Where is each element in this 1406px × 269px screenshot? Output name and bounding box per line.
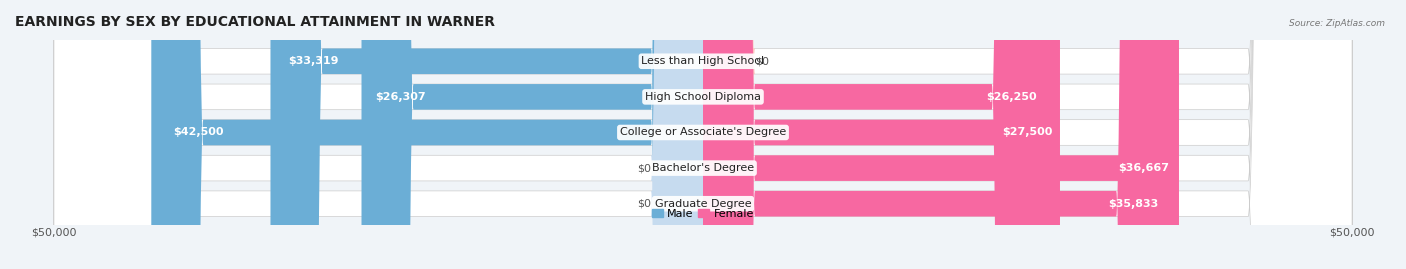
Text: $35,833: $35,833 [1108,199,1159,209]
FancyBboxPatch shape [651,0,710,269]
Text: $27,500: $27,500 [1002,128,1053,137]
FancyBboxPatch shape [53,0,1353,269]
FancyBboxPatch shape [53,0,1353,269]
Text: $0: $0 [755,56,769,66]
Text: $0: $0 [637,199,651,209]
Text: EARNINGS BY SEX BY EDUCATIONAL ATTAINMENT IN WARNER: EARNINGS BY SEX BY EDUCATIONAL ATTAINMEN… [15,15,495,29]
Text: $36,667: $36,667 [1118,163,1170,173]
Text: Source: ZipAtlas.com: Source: ZipAtlas.com [1289,19,1385,28]
Text: $42,500: $42,500 [173,128,224,137]
FancyBboxPatch shape [696,0,755,269]
FancyBboxPatch shape [703,0,1060,269]
FancyBboxPatch shape [53,0,1353,269]
Text: High School Diploma: High School Diploma [645,92,761,102]
Text: Graduate Degree: Graduate Degree [655,199,751,209]
FancyBboxPatch shape [152,0,703,269]
FancyBboxPatch shape [270,0,703,269]
Text: Bachelor's Degree: Bachelor's Degree [652,163,754,173]
FancyBboxPatch shape [53,0,1353,269]
Text: $33,319: $33,319 [288,56,339,66]
FancyBboxPatch shape [703,0,1168,269]
FancyBboxPatch shape [53,0,1353,269]
Text: $26,307: $26,307 [375,92,426,102]
FancyBboxPatch shape [703,0,1043,269]
Text: $0: $0 [637,163,651,173]
FancyBboxPatch shape [651,0,710,269]
FancyBboxPatch shape [361,0,703,269]
Legend: Male, Female: Male, Female [647,204,759,223]
Text: Less than High School: Less than High School [641,56,765,66]
Text: $26,250: $26,250 [987,92,1038,102]
Text: College or Associate's Degree: College or Associate's Degree [620,128,786,137]
FancyBboxPatch shape [703,0,1180,269]
